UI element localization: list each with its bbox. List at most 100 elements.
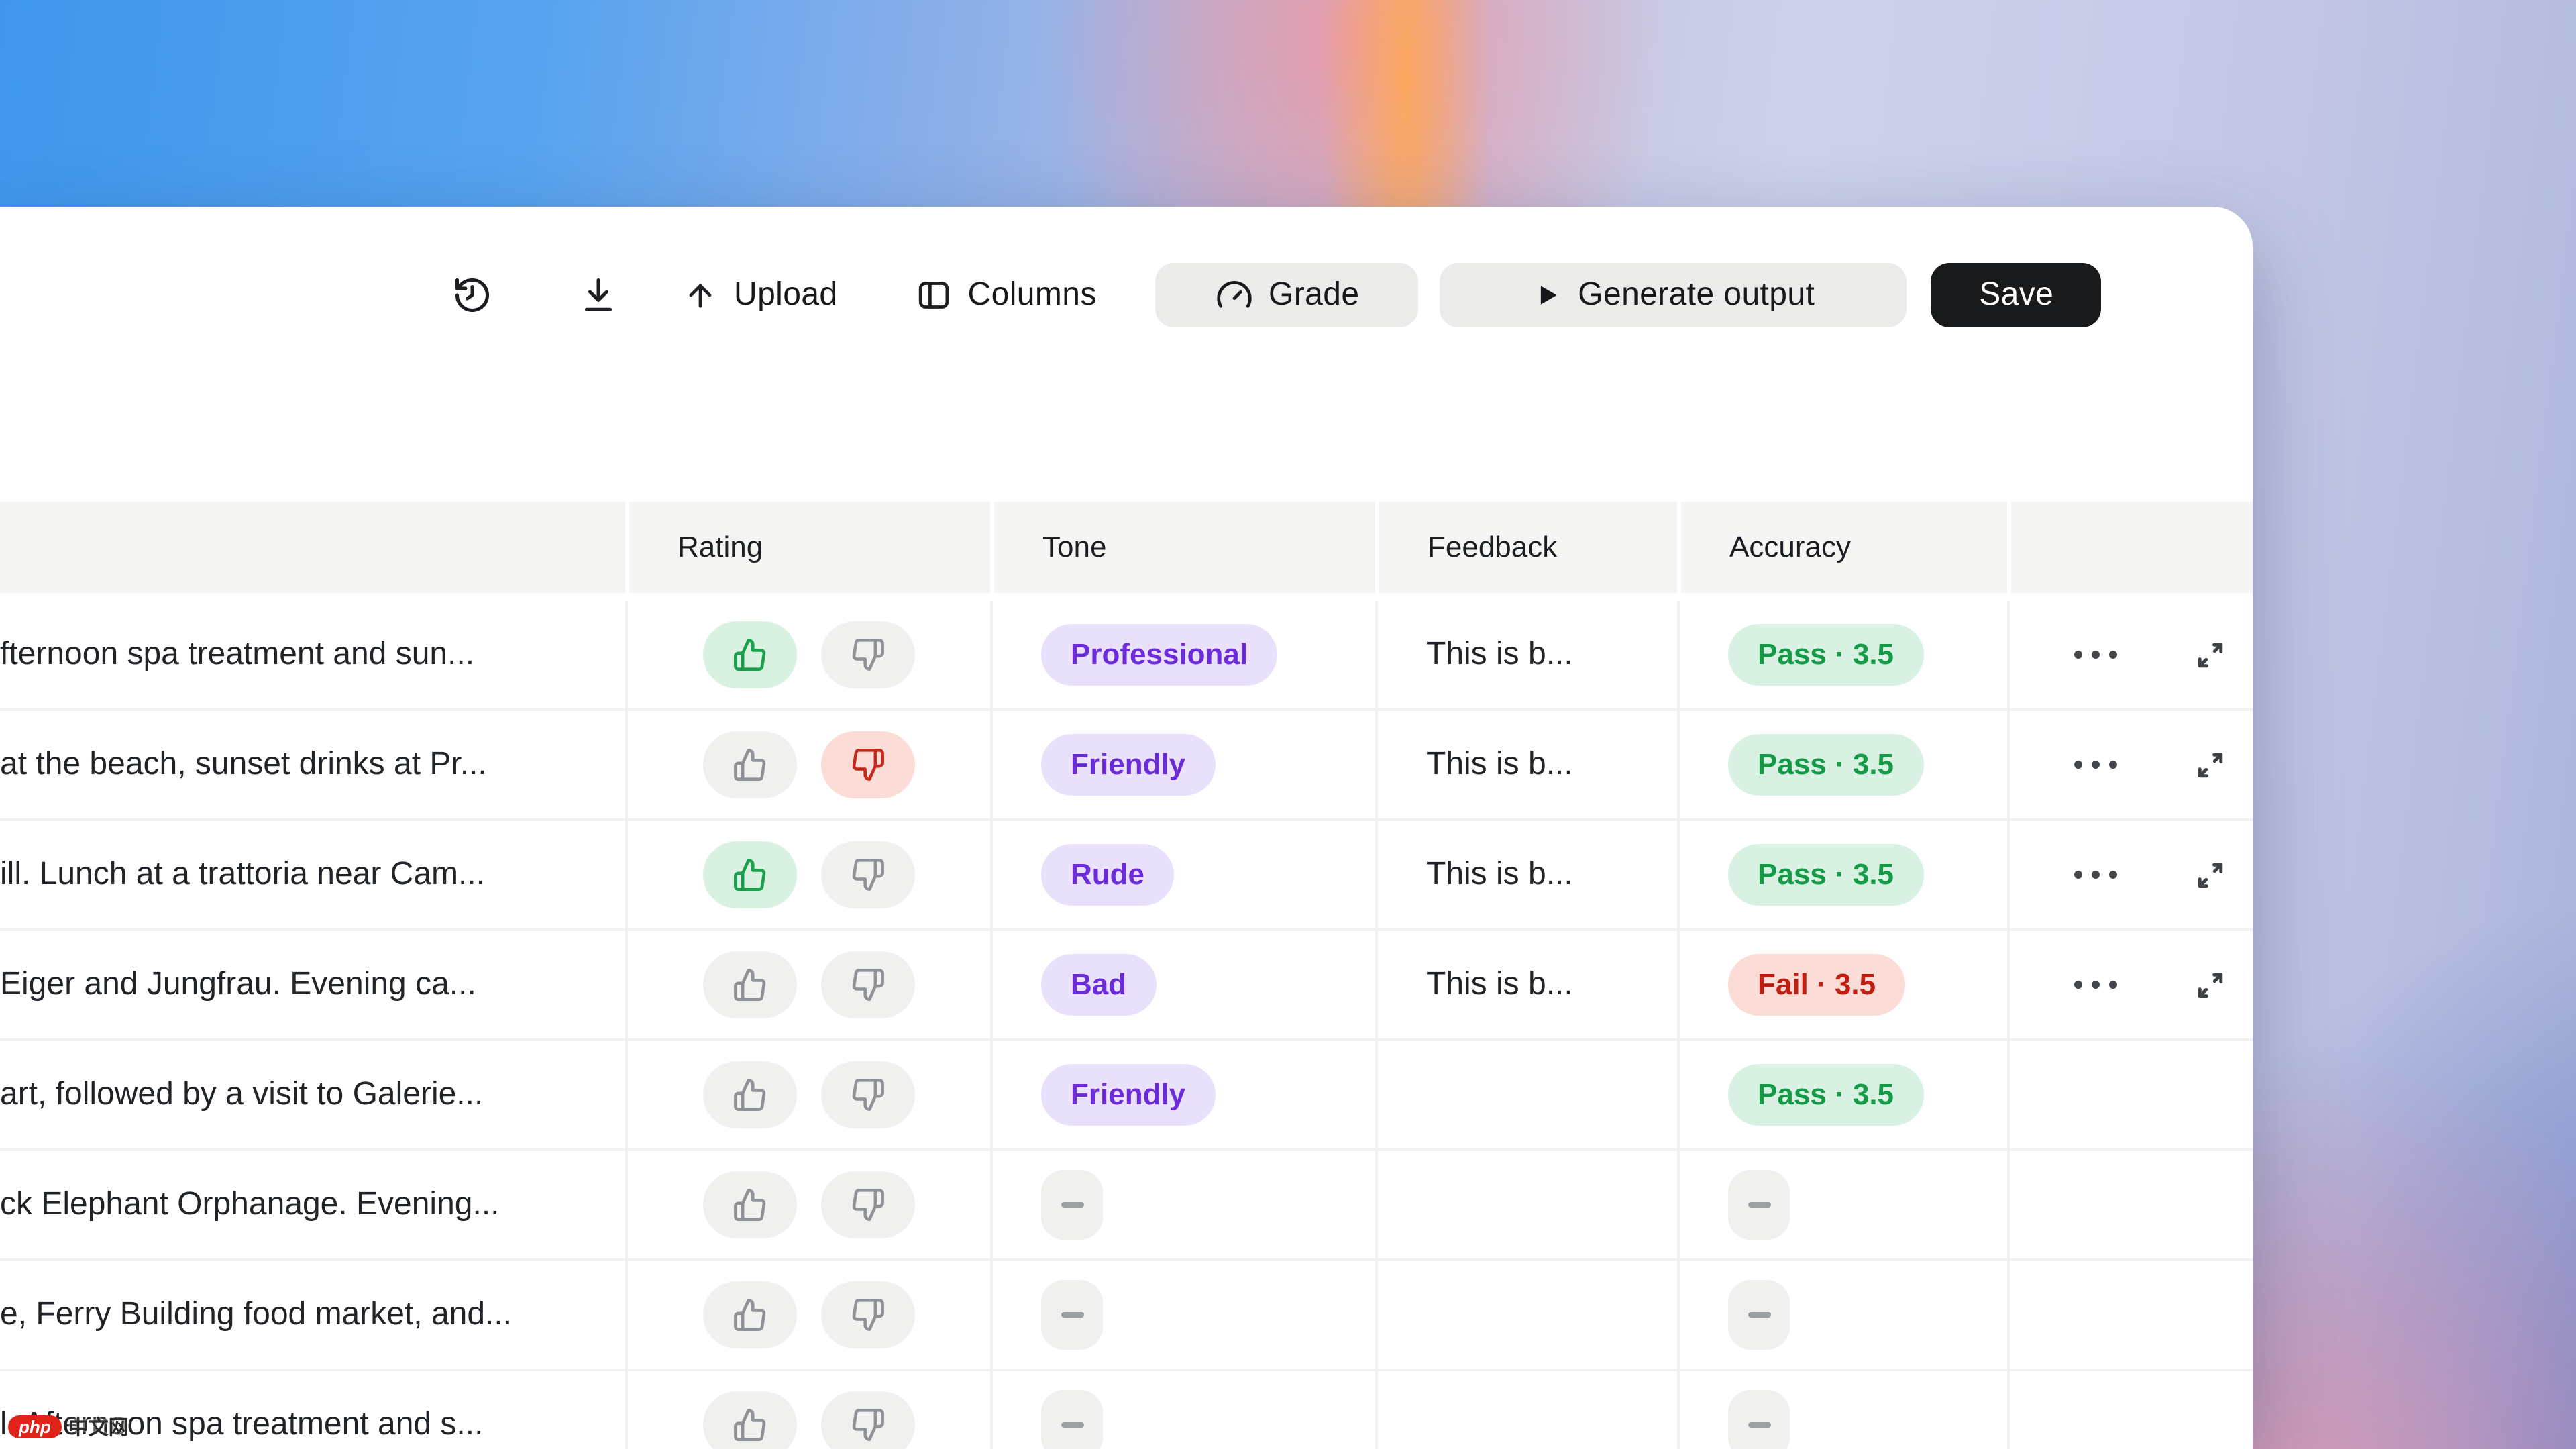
rating-cell — [625, 711, 990, 818]
columns-label: Columns — [967, 276, 1097, 313]
thumbs-down-icon — [852, 749, 884, 781]
expand-row-button[interactable] — [2192, 637, 2229, 673]
table-body: fternoon spa treatment and sun... Profess… — [0, 601, 2253, 1449]
feedback-cell[interactable]: This is b... — [1375, 601, 1677, 708]
input-cell[interactable]: at the beach, sunset drinks at Pr... — [0, 711, 625, 818]
rating-cell — [625, 821, 990, 928]
input-cell[interactable]: art, followed by a visit to Galerie... — [0, 1041, 625, 1148]
row-menu-button[interactable] — [2074, 761, 2117, 769]
feedback-cell[interactable] — [1375, 1371, 1677, 1449]
ellipsis-icon — [2074, 651, 2117, 659]
feedback-text: This is b... — [1426, 746, 1573, 782]
generate-output-label: Generate output — [1578, 276, 1815, 313]
input-cell[interactable]: ill. Lunch at a trattoria near Cam... — [0, 821, 625, 928]
accuracy-cell[interactable]: Pass · 3.5 — [1677, 711, 2007, 818]
save-button[interactable]: Save — [1931, 263, 2102, 327]
thumbs-down-button[interactable] — [821, 621, 915, 688]
thumbs-down-button[interactable] — [821, 1171, 915, 1238]
table-row: l. Afternoon spa treatment and s... — [0, 1371, 2253, 1449]
expand-row-button[interactable] — [2192, 857, 2229, 893]
input-cell[interactable]: e, Ferry Building food market, and... — [0, 1261, 625, 1368]
download-button[interactable] — [569, 266, 628, 325]
expand-row-button[interactable] — [2192, 967, 2229, 1003]
tone-cell[interactable] — [990, 1151, 1375, 1258]
history-button[interactable] — [443, 266, 502, 325]
tone-cell[interactable]: Professional — [990, 601, 1375, 708]
tone-badge: Bad — [1041, 954, 1157, 1016]
input-cell[interactable]: Eiger and Jungfrau. Evening ca... — [0, 931, 625, 1038]
input-cell-text: e, Ferry Building food market, and... — [0, 1296, 513, 1332]
rating-cell — [625, 931, 990, 1038]
thumbs-down-button[interactable] — [821, 841, 915, 908]
accuracy-cell[interactable]: Pass · 3.5 — [1677, 601, 2007, 708]
tone-cell[interactable]: Friendly — [990, 1041, 1375, 1148]
empty-accuracy-pill — [1728, 1390, 1790, 1449]
ellipsis-icon — [2074, 981, 2117, 989]
empty-tone-pill — [1041, 1390, 1103, 1449]
expand-row-button[interactable] — [2192, 747, 2229, 783]
thumbs-up-button[interactable] — [703, 951, 797, 1018]
rating-cell — [625, 1151, 990, 1258]
input-cell[interactable]: ck Elephant Orphanage. Evening... — [0, 1151, 625, 1258]
row-menu-button[interactable] — [2074, 981, 2117, 989]
input-cell[interactable]: fternoon spa treatment and sun... — [0, 601, 625, 708]
table-row: Eiger and Jungfrau. Evening ca... Bad This… — [0, 931, 2253, 1041]
thumbs-down-button[interactable] — [821, 1281, 915, 1348]
feedback-cell[interactable] — [1375, 1261, 1677, 1368]
watermark: php 中文网 — [8, 1413, 129, 1441]
row-actions-cell — [2007, 601, 2253, 708]
thumbs-up-button[interactable] — [703, 621, 797, 688]
row-actions-cell — [2007, 1261, 2253, 1368]
accuracy-cell[interactable] — [1677, 1371, 2007, 1449]
header-rating-column: Rating — [625, 502, 990, 593]
thumbs-up-button[interactable] — [703, 1391, 797, 1449]
thumbs-up-icon — [734, 749, 766, 781]
tone-cell[interactable] — [990, 1371, 1375, 1449]
thumbs-up-button[interactable] — [703, 731, 797, 798]
accuracy-cell[interactable]: Pass · 3.5 — [1677, 1041, 2007, 1148]
tone-cell[interactable]: Rude — [990, 821, 1375, 928]
table-header-row: Rating Tone Feedback Accuracy — [0, 502, 2253, 593]
ellipsis-icon — [2074, 871, 2117, 879]
grade-button[interactable]: Grade — [1155, 263, 1419, 327]
header-feedback-column: Feedback — [1375, 502, 1677, 593]
thumbs-down-button[interactable] — [821, 951, 915, 1018]
app-window: Upload Columns Grade Generate output Sav… — [0, 207, 2253, 1449]
tone-badge: Friendly — [1041, 734, 1216, 796]
expand-row-icon — [2198, 862, 2223, 888]
tone-cell[interactable] — [990, 1261, 1375, 1368]
columns-button[interactable]: Columns — [916, 276, 1097, 314]
thumbs-up-button[interactable] — [703, 1061, 797, 1128]
feedback-cell[interactable]: This is b... — [1375, 711, 1677, 818]
accuracy-cell[interactable] — [1677, 1261, 2007, 1368]
accuracy-cell[interactable]: Fail · 3.5 — [1677, 931, 2007, 1038]
tone-cell[interactable]: Bad — [990, 931, 1375, 1038]
header-tone-column: Tone — [990, 502, 1375, 593]
input-cell[interactable]: l. Afternoon spa treatment and s... — [0, 1371, 625, 1449]
thumbs-up-button[interactable] — [703, 841, 797, 908]
accuracy-cell[interactable] — [1677, 1151, 2007, 1258]
toolbar: Upload Columns Grade Generate output Sav… — [443, 263, 2102, 327]
row-menu-button[interactable] — [2074, 651, 2117, 659]
rating-cell — [625, 1041, 990, 1148]
rating-cell — [625, 601, 990, 708]
row-menu-button[interactable] — [2074, 871, 2117, 879]
feedback-text: This is b... — [1426, 966, 1573, 1002]
feedback-cell[interactable] — [1375, 1151, 1677, 1258]
thumbs-down-button[interactable] — [821, 1061, 915, 1128]
accuracy-badge: Pass · 3.5 — [1728, 844, 1924, 906]
accuracy-cell[interactable]: Pass · 3.5 — [1677, 821, 2007, 928]
thumbs-up-button[interactable] — [703, 1171, 797, 1238]
generate-output-button[interactable]: Generate output — [1440, 263, 1907, 327]
upload-button[interactable]: Upload — [682, 276, 838, 314]
feedback-cell[interactable]: This is b... — [1375, 931, 1677, 1038]
thumbs-up-button[interactable] — [703, 1281, 797, 1348]
thumbs-down-button[interactable] — [821, 1391, 915, 1449]
empty-accuracy-pill — [1728, 1280, 1790, 1350]
thumbs-down-button[interactable] — [821, 731, 915, 798]
tone-cell[interactable]: Friendly — [990, 711, 1375, 818]
feedback-cell[interactable] — [1375, 1041, 1677, 1148]
feedback-cell[interactable]: This is b... — [1375, 821, 1677, 928]
thumbs-up-icon — [734, 859, 766, 891]
upload-arrow-icon — [689, 284, 712, 308]
